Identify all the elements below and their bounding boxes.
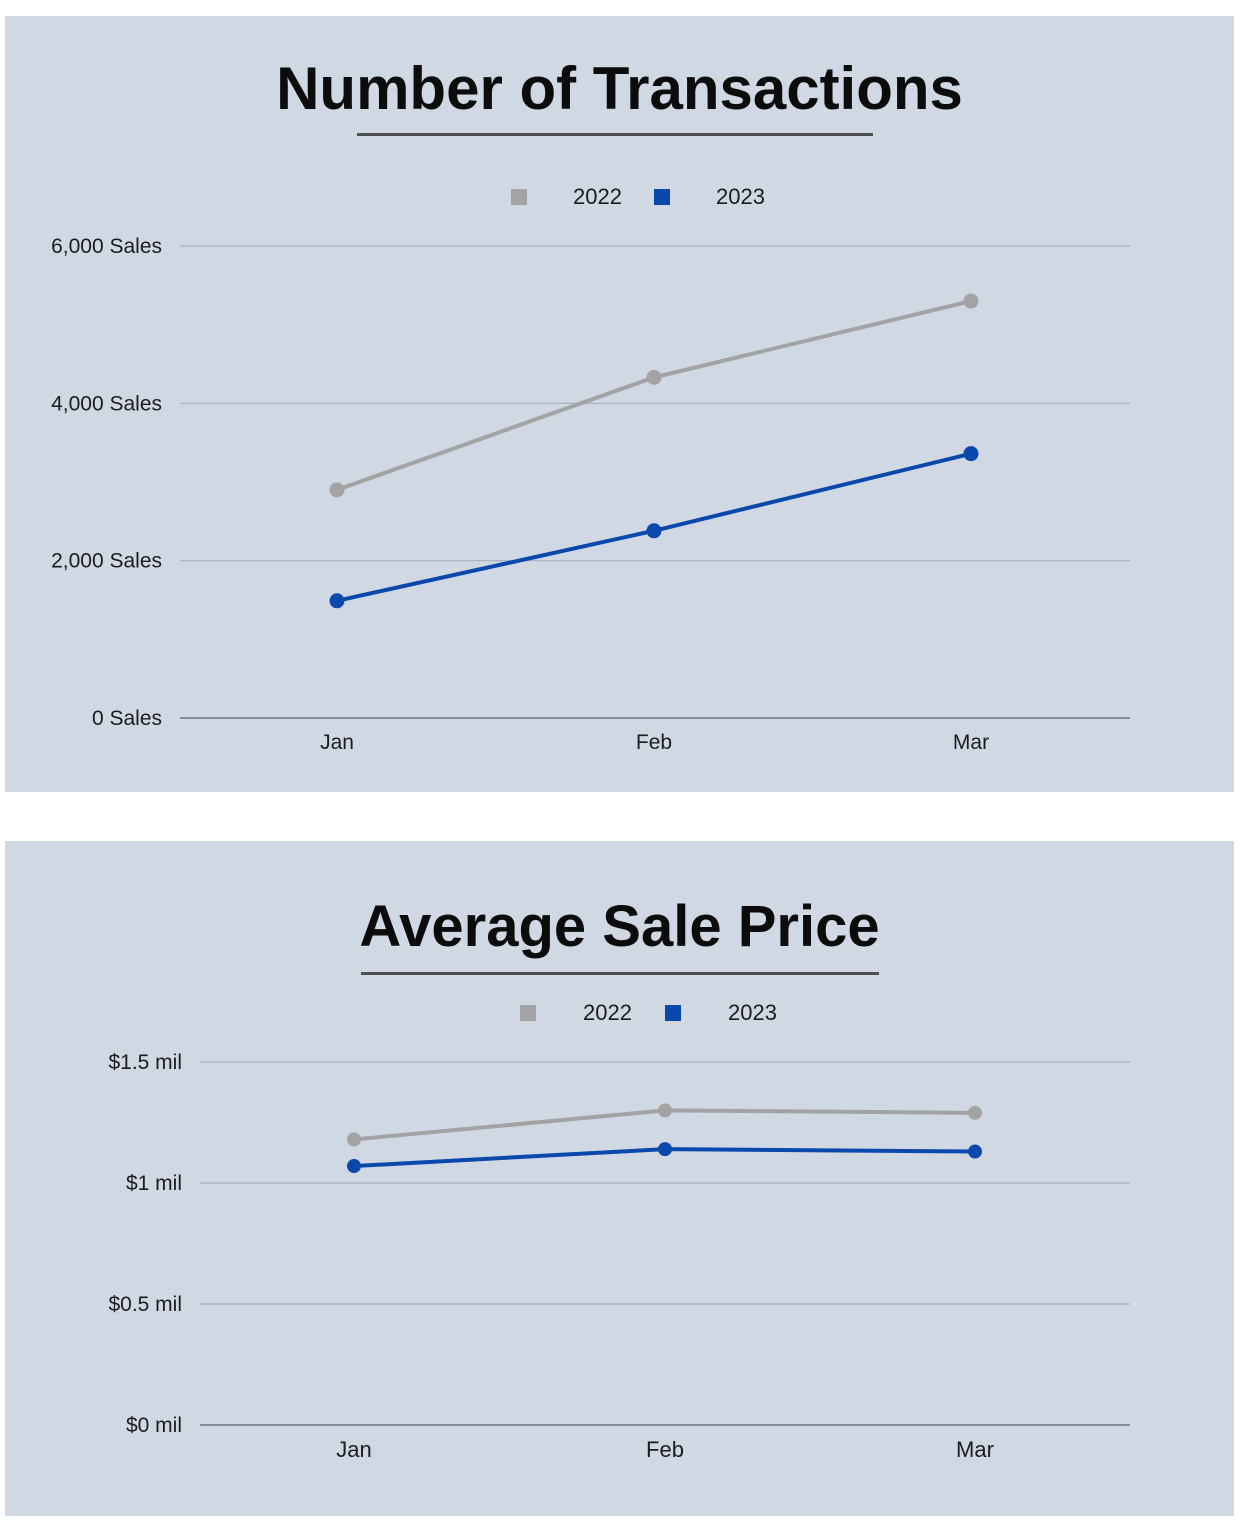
legend-swatch [665, 1005, 681, 1021]
y-tick-label: $0.5 mil [108, 1293, 182, 1316]
y-tick-label: 0 Sales [92, 707, 162, 730]
data-point [658, 1142, 672, 1157]
data-point [347, 1159, 361, 1174]
legend-label: 2022 [573, 184, 622, 209]
chart-title: Number of Transactions [276, 55, 963, 122]
legend-label: 2023 [728, 1000, 777, 1025]
y-tick-label: 2,000 Sales [51, 550, 162, 573]
data-point [329, 593, 345, 609]
data-point [968, 1144, 982, 1159]
average-price-line-chart: $0 mil $0.5 mil $1 mil $1.5 mil Jan Feb Mar 202… [108, 1000, 1130, 1462]
data-point [968, 1105, 982, 1120]
y-tick-label: $0 mil [126, 1414, 182, 1437]
series-line-2022 [335, 299, 973, 492]
y-tick-label: 4,000 Sales [51, 392, 162, 415]
data-point [646, 523, 662, 539]
title-underline [357, 133, 873, 136]
data-point [658, 1103, 672, 1118]
x-tick-label: Jan [320, 731, 354, 754]
data-point [646, 369, 662, 385]
legend-swatch [654, 189, 670, 205]
data-point [347, 1132, 361, 1147]
transactions-chart-panel: Number of Transactions 0 Sales 2,000 Sale… [5, 16, 1234, 792]
y-tick-label: 6,000 Sales [51, 235, 162, 258]
chart-title: Average Sale Price [359, 894, 880, 959]
legend-swatch [520, 1005, 536, 1021]
x-tick-label: Jan [336, 1437, 371, 1462]
legend-swatch [511, 189, 527, 205]
x-tick-label: Feb [636, 731, 672, 754]
title-underline [361, 972, 879, 975]
legend-label: 2022 [583, 1000, 632, 1025]
average-price-chart-panel: Average Sale Price $0 mil $0.5 mil $1 mil $… [5, 841, 1234, 1516]
data-point [963, 293, 979, 309]
y-tick-label: $1.5 mil [108, 1051, 182, 1074]
x-tick-label: Feb [646, 1437, 684, 1462]
y-tick-label: $1 mil [126, 1172, 182, 1195]
x-tick-label: Mar [956, 1437, 994, 1462]
legend-label: 2023 [716, 184, 765, 209]
transactions-line-chart: 0 Sales 2,000 Sales 4,000 Sales 6,000 Sales… [51, 184, 1130, 754]
data-point [963, 446, 979, 462]
x-tick-label: Mar [953, 731, 989, 754]
data-point [329, 482, 345, 498]
